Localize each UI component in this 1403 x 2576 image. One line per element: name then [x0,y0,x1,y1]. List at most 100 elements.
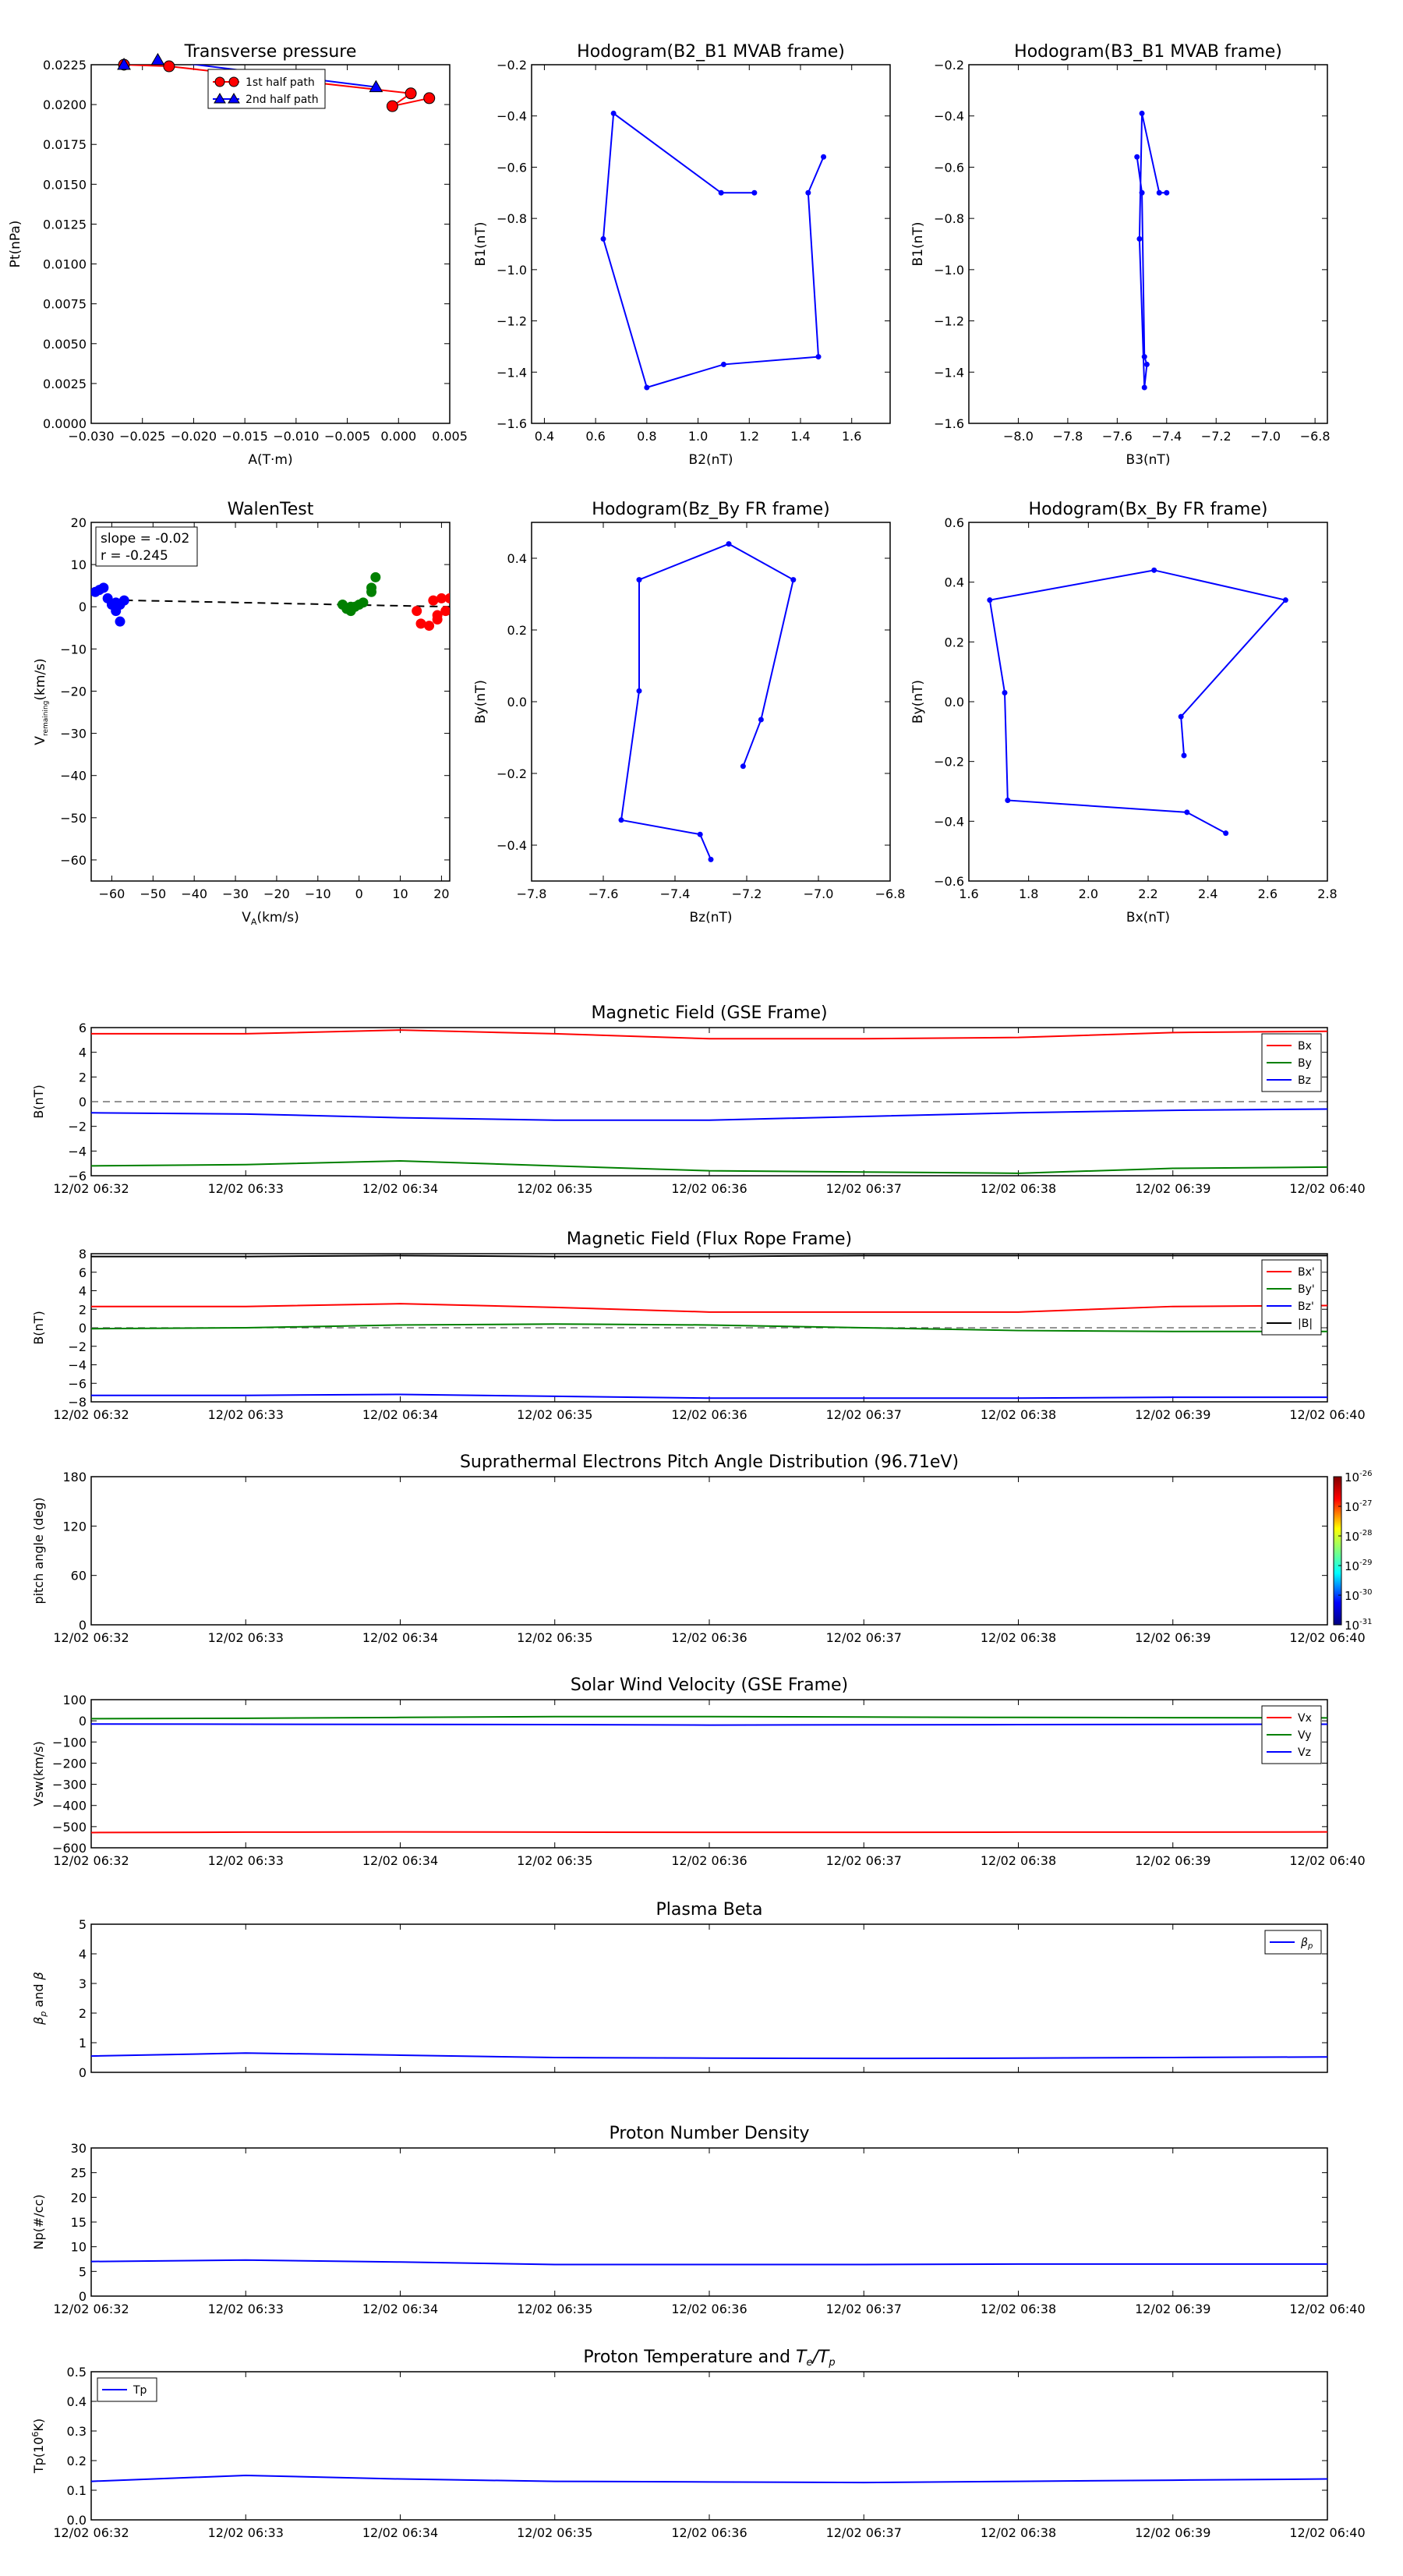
x-tick-label: −40 [181,886,207,901]
y-label-text: and [31,1980,46,2011]
y-tick-label: −50 [60,811,87,826]
x-tick-label: 12/02 06:32 [53,1181,129,1196]
x-axis-label: Bx(nT) [1126,910,1170,925]
colorbar-base: 10 [1345,1530,1359,1544]
y-tick-label: −200 [52,1756,87,1771]
x-tick-label: 12/02 06:35 [517,1853,592,1868]
series-line [620,543,794,860]
x-tick-label: −10 [305,886,331,901]
x-tick-label: 12/02 06:32 [53,1853,129,1868]
data-point [1002,690,1008,695]
y-tick-label: 15 [71,2215,87,2230]
series-line [90,1723,1328,1726]
data-point [423,92,436,104]
x-tick-label: −7.6 [1102,429,1133,444]
data-point [1134,154,1140,160]
x-tick-label: 2.8 [1317,886,1337,901]
data-point [636,577,642,583]
x-tick-label: 1.4 [790,429,810,444]
data-point [1184,809,1190,816]
x-tick-label: 12/02 06:32 [53,2525,129,2540]
x-tick-label: 0.005 [432,429,468,444]
fit-line [111,599,450,608]
plot-frame [90,1476,1328,1626]
x-tick-label: −30 [222,886,249,901]
y-tick-label: −1.0 [934,263,964,278]
plot-frame [90,1699,1328,1849]
plot-frame [90,1027,1328,1177]
x-tick-label: 12/02 06:36 [671,1630,747,1645]
x-tick-label: −0.005 [324,429,370,444]
y-tick-label: 4 [79,1947,87,1962]
legend-label: Vy [1298,1729,1312,1742]
chart-mag_fr: Magnetic Field (Flux Rope Frame) 12/02 06… [31,1230,1366,1422]
y-axis-label: Tp(106K) [30,2419,46,2474]
y-tick-label: −1.2 [497,314,527,329]
y-tick-label: −0.6 [497,160,527,175]
y-tick-label: 30 [71,2141,87,2156]
data-point [815,354,822,360]
x-tick-label: 12/02 06:37 [826,1853,902,1868]
data-point [432,610,443,621]
plot-frame [531,64,891,424]
data-point [424,621,435,632]
legend-marker [214,93,226,104]
data-point [790,577,797,583]
x-tick-label: 12/02 06:40 [1289,2525,1365,2540]
chart-title: Proton Number Density [610,2124,810,2143]
y-tick-label: 2 [79,2006,87,2021]
x-axis-label: B2(nT) [689,452,733,468]
x-tick-label: 2.2 [1138,886,1157,901]
x-tick-label: 1.0 [688,429,708,444]
x-tick-label: 12/02 06:35 [517,1630,592,1645]
y-label-text: Tp(10 [31,2437,46,2475]
x-tick-label: −0.010 [273,429,319,444]
y-tick-label: 4 [79,1046,87,1060]
colorbar-base: 10 [1345,1559,1359,1573]
chart-pad: Suprathermal Electrons Pitch Angle Distr… [31,1453,1372,1645]
y-tick-label: −0.4 [934,109,964,124]
chart-np: Proton Number Density 12/02 06:32 12/02 06… [31,2124,1366,2316]
data-point [444,593,450,603]
x-tick-label: −7.4 [1151,429,1182,444]
chart-hodo_bxby: Hodogram(Bx_By FR frame) 1.6 1.8 2.0 2.2 2.4 2… [910,500,1338,925]
chart-title: Solar Wind Velocity (GSE Frame) [571,1675,848,1695]
x-tick-label: 12/02 06:34 [362,2302,438,2316]
series-line [90,2474,1328,2484]
data-point [1141,384,1147,391]
x-tick-label: 12/02 06:39 [1135,1630,1210,1645]
y-tick-label: −0.6 [934,160,964,175]
data-point [751,189,758,196]
series-line [90,2052,1328,2060]
y-tick-label: 25 [71,2166,87,2181]
x-axis-label: Bz(nT) [689,910,732,925]
y-tick-label: −1.2 [934,314,964,329]
legend-label: By' [1298,1283,1315,1296]
data-point [428,595,439,606]
title-math: /T [811,2348,830,2367]
data-point [1141,354,1147,360]
series-line [90,1323,1327,1332]
x-tick-label: 12/02 06:35 [517,2302,592,2316]
x-tick-label: 12/02 06:33 [208,2525,284,2540]
y-tick-label: −4 [68,1144,87,1159]
y-tick-label: 0.0050 [43,337,87,352]
chart-title: Hodogram(Bx_By FR frame) [1029,500,1268,519]
x-tick-label: 12/02 06:37 [826,1181,902,1196]
y-axis-label: B(nT) [31,1311,46,1344]
y-tick-label: −500 [52,1820,87,1835]
data-point [345,601,356,612]
legend-sub: p [1307,1942,1313,1951]
annotation-text: r = -0.245 [101,548,168,564]
series-line [91,1029,1328,1040]
x-tick-label: −7.8 [1052,429,1083,444]
legend-label: 1st half path [246,76,315,89]
y-tick-label: 60 [71,1569,87,1583]
legend-marker [228,76,239,87]
colorbar-label: 10-29 [1345,1559,1372,1573]
y-tick-label: −0.6 [934,874,964,889]
y-axis-label: By(nT) [910,680,926,724]
y-axis-label: Vremaining(km/s) [33,658,50,745]
data-point [412,606,422,617]
y-tick-label: 0.1 [67,2483,87,2498]
